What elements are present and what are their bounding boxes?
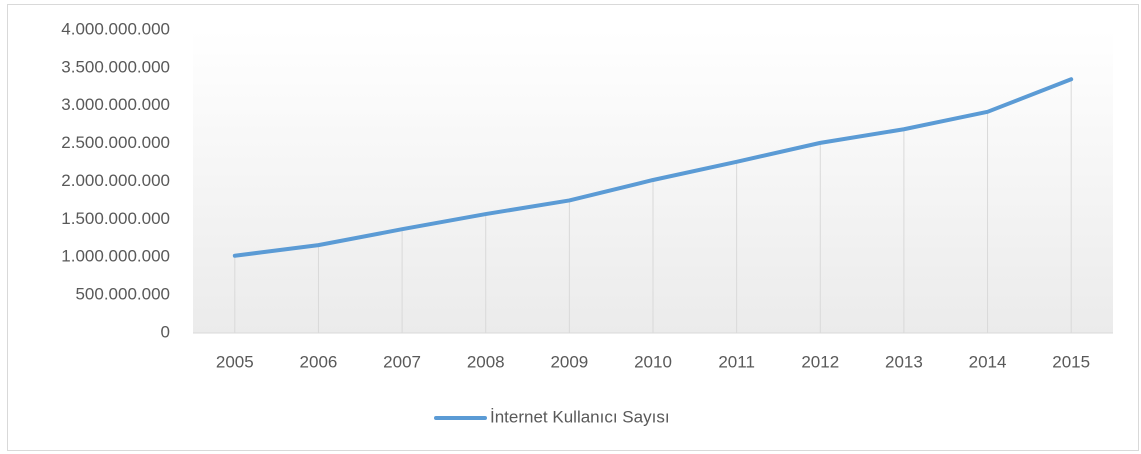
y-tick-label: 3.000.000.000 (61, 95, 170, 114)
x-tick-label: 2008 (467, 352, 505, 371)
x-tick-label: 2015 (1052, 352, 1090, 371)
x-tick-label: 2006 (300, 352, 338, 371)
x-tick-label: 2014 (969, 352, 1007, 371)
x-tick-label: 2012 (801, 352, 839, 371)
y-tick-label: 2.000.000.000 (61, 171, 170, 190)
y-tick-label: 0 (161, 322, 170, 341)
x-tick-label: 2005 (216, 352, 254, 371)
y-tick-label: 1.000.000.000 (61, 247, 170, 266)
y-tick-label: 3.500.000.000 (61, 57, 170, 76)
x-tick-label: 2010 (634, 352, 672, 371)
y-tick-label: 500.000.000 (75, 285, 170, 304)
legend-label: İnternet Kullanıcı Sayısı (490, 407, 670, 426)
y-tick-label: 4.000.000.000 (61, 19, 170, 38)
y-tick-label: 2.500.000.000 (61, 133, 170, 152)
x-tick-label: 2013 (885, 352, 923, 371)
y-tick-label: 1.500.000.000 (61, 209, 170, 228)
x-tick-label: 2011 (718, 352, 755, 371)
x-tick-label: 2009 (550, 352, 588, 371)
series-line (232, 77, 1074, 258)
x-tick-label: 2007 (383, 352, 421, 371)
